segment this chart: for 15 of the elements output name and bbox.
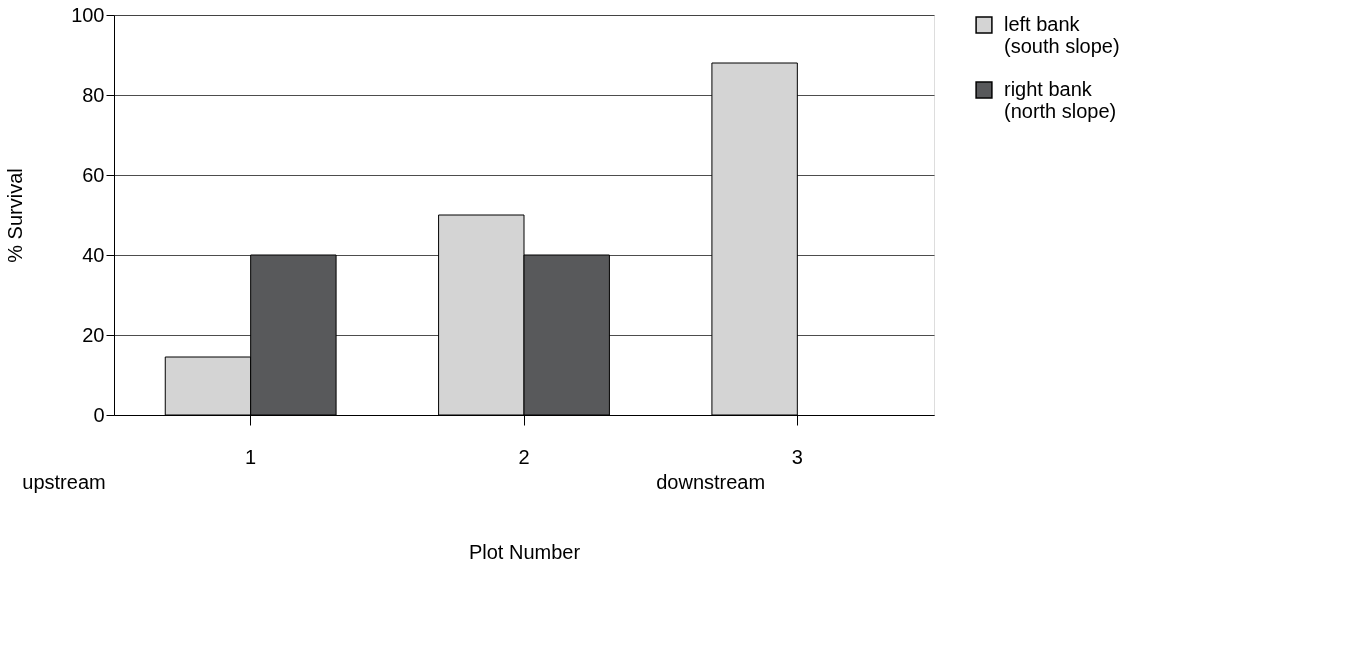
x-tick-label: 2 [518, 445, 530, 468]
x-axis-title: Plot Number [468, 540, 581, 563]
text: downstream [656, 471, 766, 493]
x-tick-label: 1 [245, 445, 257, 468]
x-tick-label: 3 [791, 445, 803, 468]
y-tick-label: 40 [82, 243, 105, 266]
y-tick-label: 20 [82, 323, 105, 346]
y-tick-label: 80 [82, 83, 105, 106]
y-axis-title: % Survival [4, 168, 27, 263]
y-tick-label: 100 [71, 3, 105, 26]
y-tick-label: 0 [93, 403, 105, 426]
legend-label: left bank (south slope) [1004, 13, 1120, 57]
y-tick-label: 60 [82, 163, 105, 186]
legend-label: right bank (north slope) [1004, 78, 1117, 122]
text: upstream [22, 471, 106, 493]
